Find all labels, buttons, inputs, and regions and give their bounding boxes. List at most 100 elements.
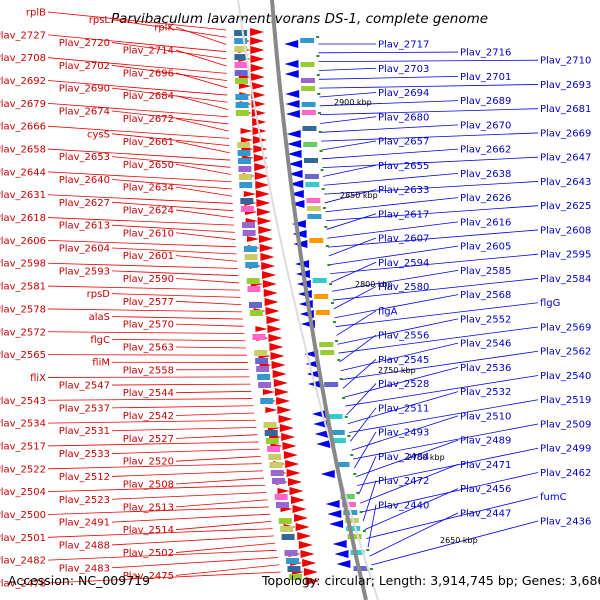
right-connector-line — [320, 116, 377, 124]
right-connector-line — [344, 367, 459, 398]
cog-feature-block — [237, 142, 251, 148]
forward-gene-arrow — [300, 550, 315, 558]
left-gene-label-plav-2727: Plav_2727 — [0, 30, 46, 41]
right-gene-label-plav-2703: Plav_2703 — [378, 64, 429, 75]
forward-gene-arrow — [259, 244, 274, 252]
left-connector-line — [111, 338, 246, 342]
right-connector-line — [318, 59, 539, 63]
left-connector-line — [111, 535, 274, 546]
cog-feature-block — [314, 294, 329, 299]
cog-feature-block — [346, 526, 361, 531]
right-gene-label-plav-2670: Plav_2670 — [460, 120, 511, 131]
right-gene-label-plav-2608: Plav_2608 — [540, 225, 591, 236]
cog-feature-block — [350, 550, 365, 555]
cog-feature-block — [324, 382, 339, 387]
right-connector-line — [332, 278, 539, 301]
left-connector-line — [47, 331, 245, 334]
left-gene-label-plav-2482: Plav_2482 — [0, 556, 46, 567]
right-connector-line — [346, 383, 377, 416]
scale-tick — [347, 435, 351, 437]
left-gene-label-plav-2658: Plav_2658 — [0, 145, 46, 156]
right-gene-label-plav-2607: Plav_2607 — [378, 234, 429, 245]
forward-gene-arrow — [289, 487, 304, 495]
forward-gene-arrow — [251, 109, 266, 117]
cog-feature-block — [312, 278, 327, 283]
right-connector-line — [334, 294, 459, 319]
reverse-gene-arrow — [306, 370, 321, 378]
cog-feature-block — [300, 62, 315, 67]
scale-tick — [339, 378, 343, 380]
right-connector-line — [362, 480, 377, 521]
reverse-gene-arrow — [287, 150, 302, 158]
cog-feature-block — [305, 182, 320, 187]
right-gene-label-plav-2562: Plav_2562 — [540, 347, 591, 358]
forward-gene-arrow — [253, 145, 268, 153]
right-gene-label-plav-2462: Plav_2462 — [540, 468, 591, 479]
cog-feature-block — [240, 206, 254, 212]
forward-gene-arrow — [243, 191, 256, 197]
left-connector-group — [47, 11, 281, 584]
left-connector-line — [47, 171, 232, 183]
left-gene-label-plav-2578: Plav_2578 — [0, 304, 46, 315]
cog-feature-block — [301, 86, 316, 91]
left-gene-label-plav-2631: Plav_2631 — [0, 190, 46, 201]
right-gene-label-plav-2545: Plav_2545 — [378, 355, 429, 366]
right-gene-label-plav-2717: Plav_2717 — [378, 40, 429, 51]
left-connector-line — [111, 87, 228, 103]
cog-feature-block — [287, 566, 301, 572]
left-gene-label-plav-2522: Plav_2522 — [0, 464, 46, 475]
right-connector-line — [329, 245, 459, 266]
right-connector-line — [333, 286, 377, 310]
forward-gene-arrow — [302, 559, 317, 567]
kbp-label-2850-kbp: 2850 kbp — [340, 191, 378, 200]
left-gene-label-plav-2606: Plav_2606 — [0, 236, 46, 247]
right-connector-line — [330, 261, 377, 283]
left-gene-label-plav-2531: Plav_2531 — [59, 426, 110, 437]
cog-feature-block — [280, 526, 294, 532]
forward-gene-arrow — [239, 83, 252, 89]
forward-gene-arrow — [285, 460, 300, 468]
forward-gene-arrow — [246, 236, 259, 242]
left-connector-line — [47, 102, 229, 118]
right-connector-line — [360, 464, 459, 504]
left-connector-line — [111, 133, 230, 147]
forward-gene-arrow — [256, 199, 271, 207]
cog-feature-block — [347, 534, 362, 539]
cog-feature-block — [320, 350, 335, 355]
right-gene-label-plav-2456: Plav_2456 — [460, 484, 511, 495]
left-connector-line — [111, 470, 263, 477]
cog-feature-block — [235, 94, 249, 100]
cog-feature-block — [335, 462, 350, 467]
left-gene-label-plav-2517: Plav_2517 — [0, 441, 46, 452]
right-connector-line — [345, 375, 539, 407]
right-connector-line — [318, 51, 459, 54]
cog-feature-block — [328, 414, 343, 419]
left-connector-line — [175, 434, 258, 439]
left-gene-label-plav-2542: Plav_2542 — [123, 411, 174, 422]
right-gene-label-plav-2638: Plav_2638 — [460, 169, 511, 180]
left-connector-line — [47, 419, 256, 424]
right-connector-line — [351, 415, 459, 451]
left-gene-label-plav-2613: Plav_2613 — [59, 221, 110, 232]
right-connector-line — [321, 140, 377, 151]
left-connector-line — [47, 34, 227, 53]
right-connector-line — [349, 399, 539, 433]
left-gene-label-plav-2475: Plav_2475 — [123, 571, 174, 582]
cog-feature-block — [304, 174, 319, 179]
cog-feature-block — [240, 198, 254, 204]
right-connector-line — [327, 221, 459, 239]
left-gene-label-plav-2543: Plav_2543 — [0, 396, 46, 407]
left-connector-line — [47, 240, 236, 248]
forward-gene-arrow — [255, 181, 270, 189]
right-connector-line — [319, 92, 377, 98]
cog-feature-block — [331, 438, 346, 443]
cog-feature-block — [246, 278, 260, 284]
reverse-gene-arrow — [320, 470, 335, 478]
right-gene-label-plav-2540: Plav_2540 — [540, 371, 591, 382]
reverse-gene-arrow — [285, 90, 300, 98]
cog-feature-block — [278, 518, 292, 524]
right-gene-label-flgg: flgG — [540, 298, 560, 309]
left-gene-label-plav-2504: Plav_2504 — [0, 487, 46, 498]
right-gene-label-flga: flgA — [378, 306, 398, 317]
cog-feature-block — [234, 70, 248, 76]
